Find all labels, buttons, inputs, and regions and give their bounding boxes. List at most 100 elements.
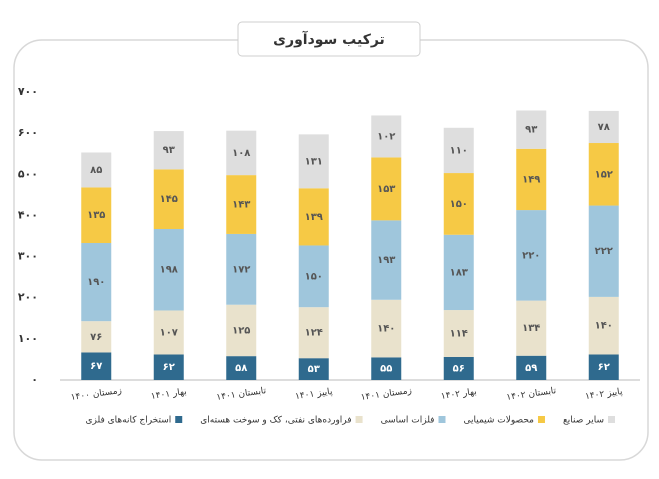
legend-label: فلزات اساسی [381, 416, 435, 426]
data-label: ۵۸ [235, 363, 247, 374]
bar-segment [516, 210, 547, 301]
data-label: ۵۹ [525, 363, 537, 374]
legend-swatch [537, 416, 545, 423]
data-label: ۱۵۲ [595, 169, 613, 180]
bar-segment [443, 127, 474, 174]
bar-segment [226, 233, 257, 305]
data-label: ۱۴۳ [232, 200, 250, 211]
bar-segment [371, 115, 402, 158]
bar-segment [81, 321, 112, 353]
bar-segment [81, 352, 112, 380]
bar-segment [588, 296, 619, 355]
data-label: ۱۳۱ [305, 156, 323, 167]
data-label: ۵۶ [453, 363, 465, 374]
data-label: ۱۵۰ [450, 199, 468, 210]
legend-label: فراورده‌های نفتی، کک و سوخت هسته‌ای [200, 416, 351, 426]
bar-segment [226, 304, 257, 357]
bar-segment [153, 229, 184, 311]
legend-label: محصولات شیمیایی [464, 416, 535, 426]
bar-segment [516, 148, 547, 211]
data-label: ۱۳۵ [87, 210, 105, 221]
legend-swatch [608, 416, 615, 423]
data-label: ۱۹۰ [87, 277, 105, 288]
data-label: ۱۰۸ [232, 148, 250, 159]
x-tick-label: بهار ۱۴۰۲ [440, 387, 477, 402]
y-tick-label: ۶۰۰ [18, 126, 38, 139]
data-label: ۱۱۴ [450, 329, 468, 340]
data-label: ۱۷۲ [232, 264, 250, 275]
bar-segment [443, 234, 474, 311]
data-label: ۱۴۵ [160, 194, 178, 205]
bar-segment [588, 205, 619, 297]
legend-label: سایر صنایع [563, 416, 604, 426]
bar-segment [298, 245, 329, 308]
bar-segment [588, 110, 619, 144]
data-label: ۱۱۰ [450, 145, 468, 156]
data-label: ۱۴۰ [377, 324, 395, 335]
data-label: ۵۵ [380, 364, 392, 375]
bar-segment [298, 188, 329, 246]
legend-swatch [175, 416, 183, 423]
bar-segment [443, 173, 474, 235]
y-tick-label: ۴۰۰ [18, 208, 38, 221]
bar-segment [516, 300, 547, 356]
data-label: ۹۳ [163, 145, 175, 156]
bar-segment [81, 242, 112, 322]
data-label: ۶۲ [598, 362, 610, 373]
bar-segment [371, 220, 402, 300]
data-label: ۲۲۲ [595, 246, 613, 257]
bar-segment [226, 130, 257, 176]
data-label: ۹۳ [525, 125, 537, 136]
bar-segment [443, 356, 474, 380]
data-label: ۱۰۲ [377, 131, 395, 142]
bar-segment [298, 358, 329, 380]
chart-title: ترکیب سودآوری [273, 30, 385, 48]
data-label: ۸۵ [90, 165, 102, 176]
data-label: ۱۴۹ [522, 174, 540, 185]
data-label: ۱۳۴ [522, 323, 540, 334]
data-label: ۱۹۳ [377, 255, 395, 266]
y-tick-label: ۲۰۰ [18, 291, 38, 304]
data-label: ۱۹۸ [160, 265, 178, 276]
data-label: ۱۲۵ [232, 325, 250, 336]
data-label: ۱۲۴ [305, 328, 323, 339]
y-tick-label: ۰ [31, 373, 38, 386]
bar-segment [81, 187, 112, 243]
bar-segment [588, 143, 619, 206]
data-label: ۷۶ [90, 332, 102, 343]
x-tick-label: بهار ۱۴۰۱ [150, 387, 187, 402]
y-tick-label: ۱۰۰ [18, 332, 38, 345]
data-label: ۶۲ [163, 362, 175, 373]
legend-swatch [438, 416, 446, 423]
bar-segment [443, 310, 474, 357]
bar-segment [298, 134, 329, 189]
data-label: ۶۷ [90, 361, 102, 372]
legend-swatch [355, 416, 363, 423]
legend-label: استخراج کانه‌های فلزی [85, 416, 171, 426]
bar-segment [153, 169, 184, 230]
y-tick-label: ۷۰۰ [18, 85, 38, 98]
data-label: ۱۵۳ [377, 184, 395, 195]
data-label: ۲۲۰ [522, 250, 540, 261]
data-label: ۵۳ [308, 364, 320, 375]
bar-segment [153, 310, 184, 355]
title-box [237, 21, 421, 57]
y-tick-label: ۳۰۰ [18, 250, 38, 263]
bar-segment [371, 157, 402, 221]
bar-segment [226, 175, 257, 234]
data-label: ۷۸ [598, 122, 610, 133]
bar-segment [371, 357, 402, 380]
bar-segment [153, 354, 184, 380]
bar-segment [516, 355, 547, 380]
bar-segment [588, 354, 619, 380]
bar-segment [81, 152, 112, 188]
data-label: ۱۰۷ [160, 327, 178, 338]
bar-segment [516, 110, 547, 149]
bar-segment [153, 131, 184, 170]
bar-segment [298, 307, 329, 359]
bar-segment [226, 356, 257, 380]
y-tick-label: ۵۰۰ [18, 167, 38, 180]
data-label: ۱۴۰ [595, 321, 613, 332]
bar-segment [371, 299, 402, 358]
